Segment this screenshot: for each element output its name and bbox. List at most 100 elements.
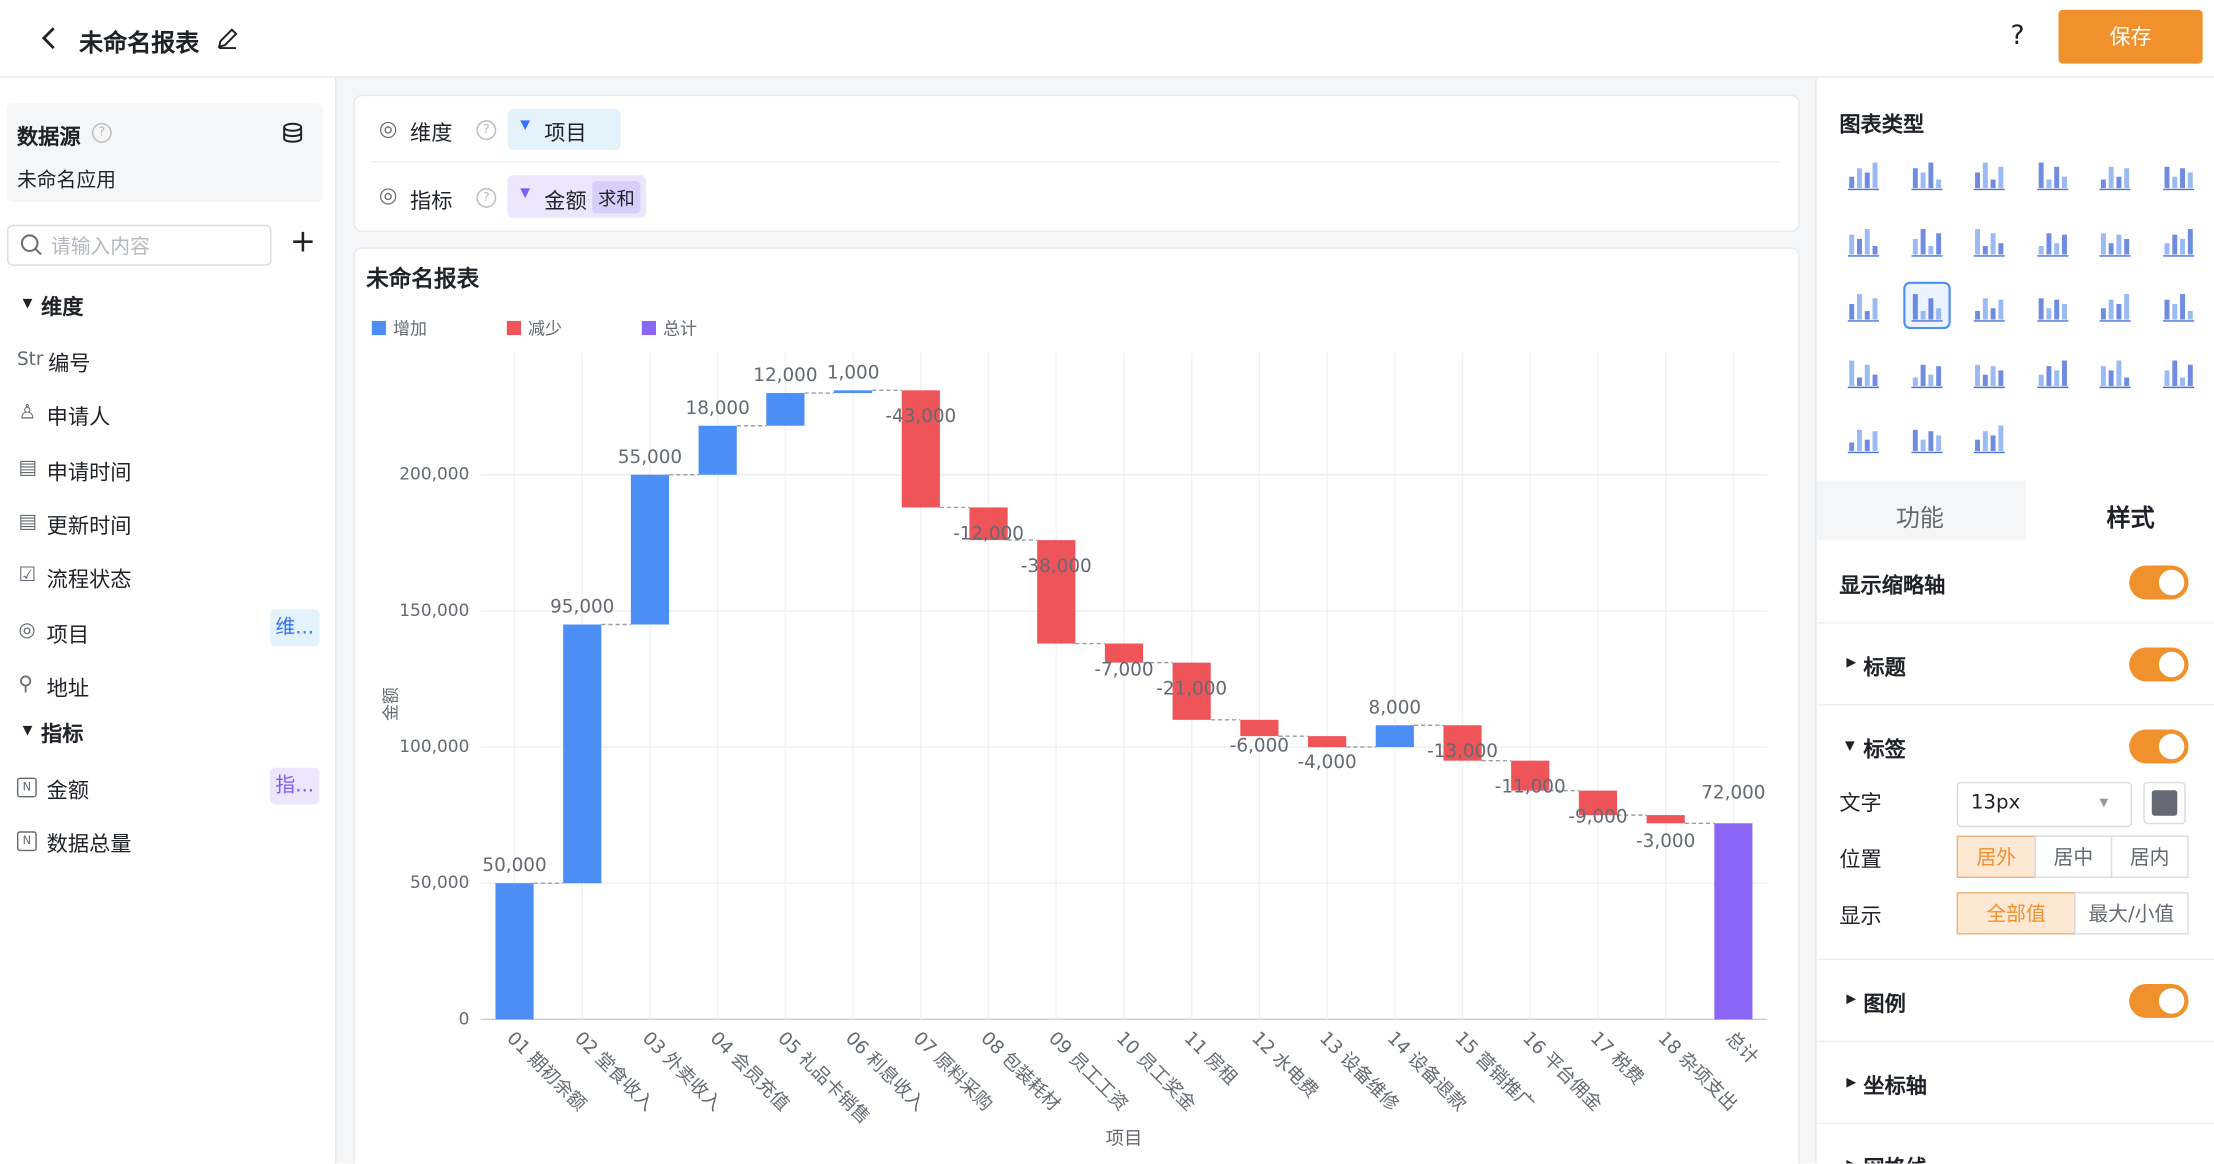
chart-type-icon[interactable] xyxy=(2155,281,2203,329)
field-label[interactable]: 金额 xyxy=(46,777,90,804)
x-tick-label: 11 房租 xyxy=(1180,1028,1241,1089)
toggle[interactable] xyxy=(2129,983,2189,1018)
dim-value: 项目 xyxy=(544,120,587,146)
field-label[interactable]: 数据总量 xyxy=(46,831,132,857)
chart-type-icon[interactable] xyxy=(1965,347,2013,395)
search-box[interactable] xyxy=(7,224,272,266)
divider xyxy=(1816,1122,2214,1124)
save-button[interactable]: 保存 xyxy=(2058,9,2203,64)
bar xyxy=(1443,725,1482,761)
divider xyxy=(1816,1040,2214,1042)
chart-type-icon[interactable] xyxy=(2092,281,2140,329)
x-tick-label: 17 税费 xyxy=(1586,1028,1647,1089)
chart-type-icon[interactable] xyxy=(2092,347,2140,395)
field-icon: ▤ xyxy=(18,456,38,479)
option[interactable]: 全部值 xyxy=(1956,892,2076,935)
bar-label: -12,000 xyxy=(953,523,1024,544)
bar-label: 8,000 xyxy=(1369,697,1422,718)
add-button[interactable]: + xyxy=(289,224,316,261)
chart-type-icon[interactable] xyxy=(2092,150,2140,198)
section-label: 标题 xyxy=(1863,654,1906,681)
tab-label[interactable]: 功能 xyxy=(1895,504,1944,533)
field-icon: N xyxy=(16,831,37,852)
chart-type-icon[interactable] xyxy=(1965,150,2013,198)
edit-icon[interactable] xyxy=(216,27,239,50)
source-card xyxy=(7,103,323,203)
back-button[interactable] xyxy=(40,25,60,50)
field-label[interactable]: 项目 xyxy=(46,621,90,647)
help-button[interactable]: ? xyxy=(2010,19,2025,51)
bar xyxy=(1172,662,1211,720)
bar-label: 55,000 xyxy=(618,447,682,468)
dim-chip[interactable] xyxy=(507,108,621,150)
field-label[interactable]: 地址 xyxy=(46,675,90,701)
field-label[interactable]: 更新时间 xyxy=(46,513,132,539)
bar-label: 12,000 xyxy=(753,365,817,386)
tab[interactable] xyxy=(1816,480,2026,541)
chart-type-icon[interactable] xyxy=(2029,281,2077,329)
chart-type-icon[interactable] xyxy=(1902,347,1950,395)
chart-type-icon[interactable] xyxy=(2155,150,2203,198)
field-label[interactable]: 申请人 xyxy=(46,404,111,431)
x-tick-label: 总计 xyxy=(1721,1028,1762,1069)
chart-type-icon[interactable] xyxy=(1839,216,1887,264)
option[interactable]: 居外 xyxy=(1956,835,2036,878)
chart-type-icon[interactable] xyxy=(2155,216,2203,264)
chart-type-icon[interactable] xyxy=(2155,347,2203,395)
chart-type-icon[interactable] xyxy=(1839,347,1887,395)
divider xyxy=(370,161,1780,163)
chart-type-icon[interactable] xyxy=(2029,347,2077,395)
caret: ▼ xyxy=(1844,739,1855,754)
bar xyxy=(766,393,805,426)
bar xyxy=(1240,719,1279,737)
bar xyxy=(969,507,1008,541)
sidebar xyxy=(0,77,337,1164)
chart-type-icon[interactable] xyxy=(1902,413,1950,461)
chart-type-icon[interactable] xyxy=(1839,413,1887,461)
field-icon: ▤ xyxy=(18,510,38,533)
field-label[interactable]: 申请时间 xyxy=(46,458,132,485)
option[interactable]: 最大/小值 xyxy=(2074,892,2189,935)
toggle[interactable] xyxy=(2129,729,2189,764)
color-picker[interactable] xyxy=(2143,781,2186,825)
select[interactable] xyxy=(1956,781,2132,828)
chart-type-icon[interactable] xyxy=(2029,216,2077,264)
caret: ▼ xyxy=(2099,795,2109,809)
option[interactable]: 居内 xyxy=(2110,835,2189,878)
bar-label: -11,000 xyxy=(1495,777,1566,798)
chart-type-icon[interactable] xyxy=(1839,281,1887,329)
divider xyxy=(1816,958,2214,960)
source-name: 未命名应用 xyxy=(16,169,116,193)
bar xyxy=(1037,540,1076,644)
chart: 未命名报表 项目 金额 0 50,000 100,000 150,000 200,000… xyxy=(366,265,1768,1150)
bar-label: -4,000 xyxy=(1298,752,1357,773)
chart-type-icon[interactable] xyxy=(1965,281,2013,329)
metric-label: 指标 xyxy=(409,188,453,214)
bar-label: -7,000 xyxy=(1094,659,1153,680)
chart-type-icon[interactable] xyxy=(2029,150,2077,198)
style-panel xyxy=(1815,77,2214,1164)
chart-type-icon[interactable] xyxy=(1965,216,2013,264)
y-tick-label: 0 xyxy=(459,1008,470,1028)
toggle[interactable] xyxy=(2129,565,2189,600)
metric-value: 金额 xyxy=(544,188,587,214)
field-icon: ☑ xyxy=(18,564,37,587)
field-label[interactable]: 编号 xyxy=(48,350,91,377)
section-label: 坐标轴 xyxy=(1863,1073,1928,1099)
section-caret: ▼ xyxy=(22,723,33,738)
tab-label[interactable]: 样式 xyxy=(2106,504,2155,533)
option[interactable]: 居中 xyxy=(2034,835,2113,878)
field-label[interactable]: 流程状态 xyxy=(46,567,132,593)
chart-type-icon[interactable] xyxy=(1839,150,1887,198)
chart-type-icon[interactable] xyxy=(1902,216,1950,264)
toggle[interactable] xyxy=(2129,647,2189,682)
dim-icon: ◎ xyxy=(378,115,398,142)
chart-type-icon[interactable] xyxy=(2092,216,2140,264)
chart-type-icon[interactable] xyxy=(1902,281,1951,330)
bar-label: 72,000 xyxy=(1701,783,1765,804)
db-icon[interactable] xyxy=(281,122,304,145)
chart-type-icon[interactable] xyxy=(1965,413,2013,461)
chart-type-icon[interactable] xyxy=(1902,150,1950,198)
select-value: 13px xyxy=(1970,791,2021,815)
